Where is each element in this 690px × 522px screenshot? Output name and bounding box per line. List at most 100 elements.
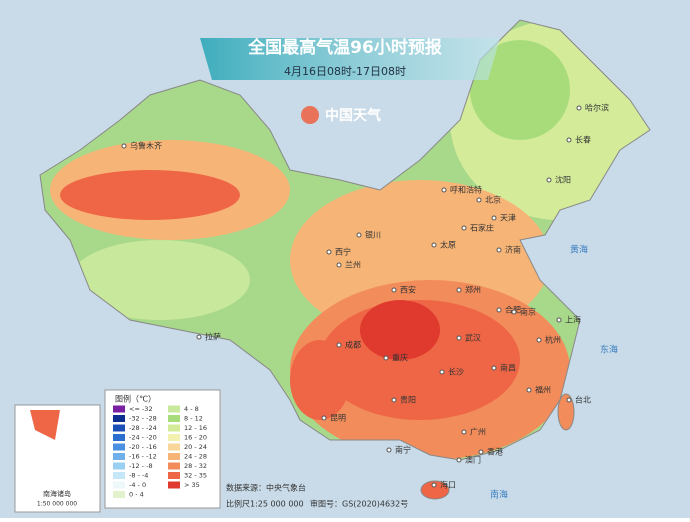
legend-label: 32 - 35 bbox=[184, 472, 207, 480]
city-label: 郑州 bbox=[465, 285, 481, 295]
city-dot bbox=[431, 242, 437, 248]
city-label: 兰州 bbox=[345, 260, 361, 270]
city-dot bbox=[476, 197, 482, 203]
legend-swatch bbox=[168, 405, 180, 413]
city-dot bbox=[566, 397, 572, 403]
legend-swatch bbox=[113, 434, 125, 441]
legend-swatch bbox=[113, 481, 125, 489]
legend-label: -12 - -8 bbox=[129, 462, 153, 470]
legend-swatch bbox=[113, 415, 125, 422]
logo-icon bbox=[301, 106, 319, 124]
city-label: 南京 bbox=[520, 307, 536, 317]
legend-swatch bbox=[113, 405, 125, 413]
city-dot bbox=[441, 187, 447, 193]
city-dot bbox=[491, 365, 497, 371]
city-label: 长沙 bbox=[448, 367, 464, 377]
legend-swatch bbox=[113, 472, 125, 479]
legend-label: 0 - 4 bbox=[129, 491, 144, 499]
legend-label: -16 - -12 bbox=[129, 453, 157, 461]
city-label: 拉萨 bbox=[205, 332, 221, 342]
title: 全国最高气温96小时预报 bbox=[247, 37, 442, 58]
legend-swatch bbox=[168, 424, 180, 432]
title-banner bbox=[200, 38, 500, 80]
city-dot bbox=[536, 337, 542, 343]
city-dot bbox=[456, 457, 462, 463]
sea-label: 南海 bbox=[490, 489, 508, 501]
legend-swatch bbox=[113, 424, 125, 432]
city-label: 广州 bbox=[470, 427, 486, 437]
legend-swatch bbox=[168, 443, 180, 451]
city-label: 合肥 bbox=[505, 305, 521, 315]
city-dot bbox=[461, 225, 467, 231]
city-label: 香港 bbox=[487, 447, 503, 457]
city-label: 长春 bbox=[575, 135, 591, 145]
legend-swatch bbox=[113, 462, 125, 470]
legend-swatch bbox=[168, 453, 180, 460]
city-label: 海口 bbox=[440, 480, 456, 490]
city-label: 西宁 bbox=[335, 247, 351, 257]
city-label: 澳门 bbox=[465, 455, 481, 465]
city-label: 天津 bbox=[500, 213, 516, 223]
city-label: 武汉 bbox=[465, 333, 481, 343]
city-label: 银川 bbox=[365, 230, 381, 240]
legend-swatch bbox=[168, 462, 180, 470]
legend-label: 16 - 20 bbox=[184, 434, 207, 442]
city-label: 上海 bbox=[565, 315, 581, 325]
city-dot bbox=[336, 262, 342, 268]
legend-swatch bbox=[113, 491, 125, 498]
taiwan bbox=[557, 393, 575, 431]
city-label: 北京 bbox=[485, 195, 501, 205]
city-dot bbox=[556, 317, 562, 323]
city-dot bbox=[336, 342, 342, 348]
city-dot bbox=[383, 355, 389, 361]
subtitle: 4月16日08时-17日08时 bbox=[284, 65, 406, 78]
hainan bbox=[420, 480, 450, 500]
legend-label: 8 - 12 bbox=[184, 415, 203, 423]
city-label: 乌鲁木齐 bbox=[130, 141, 162, 151]
inset-scale: 1:50 000 000 bbox=[37, 501, 77, 508]
legend-label: > 35 bbox=[184, 481, 200, 489]
city-label: 济南 bbox=[505, 245, 521, 255]
legend-label: 28 - 32 bbox=[184, 462, 207, 470]
legend-swatch bbox=[168, 434, 180, 441]
city-label: 石家庄 bbox=[470, 223, 494, 233]
city-label: 南昌 bbox=[500, 363, 516, 373]
city-label: 南宁 bbox=[395, 445, 411, 455]
city-dot bbox=[576, 105, 582, 111]
legend-swatch bbox=[168, 481, 180, 489]
city-dot bbox=[391, 397, 397, 403]
city-label: 贵阳 bbox=[400, 395, 416, 405]
city-label: 重庆 bbox=[392, 353, 408, 363]
city-dot bbox=[196, 334, 202, 340]
city-label: 杭州 bbox=[545, 335, 561, 345]
legend-label: -8 - -4 bbox=[129, 472, 148, 480]
city-label: 哈尔滨 bbox=[585, 103, 609, 113]
city-dot bbox=[121, 143, 127, 149]
sea-label: 黄海 bbox=[570, 244, 588, 256]
city-label: 福州 bbox=[535, 386, 551, 395]
legend-label: -4 - 0 bbox=[129, 481, 146, 489]
city-dot bbox=[526, 387, 532, 393]
city-label: 呼和浩特 bbox=[450, 185, 482, 195]
legend-label: 20 - 24 bbox=[184, 443, 207, 451]
legend-label: 12 - 16 bbox=[184, 424, 207, 432]
sea-label: 东海 bbox=[600, 344, 618, 356]
city-dot bbox=[456, 287, 462, 293]
city-dot bbox=[391, 287, 397, 293]
city-dot bbox=[456, 335, 462, 341]
legend-label: -24 - -20 bbox=[129, 434, 157, 442]
city-dot bbox=[431, 482, 437, 488]
city-label: 沈阳 bbox=[555, 175, 571, 185]
legend-label: 24 - 28 bbox=[184, 453, 207, 461]
legend-label: -28 - -24 bbox=[129, 424, 157, 432]
legend-label: 4 - 8 bbox=[184, 405, 199, 413]
legend-swatch bbox=[113, 443, 125, 451]
city-dot bbox=[491, 215, 497, 221]
logo-text: 中国天气 bbox=[325, 107, 381, 124]
city-dot bbox=[461, 429, 467, 435]
city-dot bbox=[496, 247, 502, 253]
city-dot bbox=[386, 447, 392, 453]
city-dot bbox=[566, 137, 572, 143]
legend-label: <= -32 bbox=[129, 405, 153, 413]
